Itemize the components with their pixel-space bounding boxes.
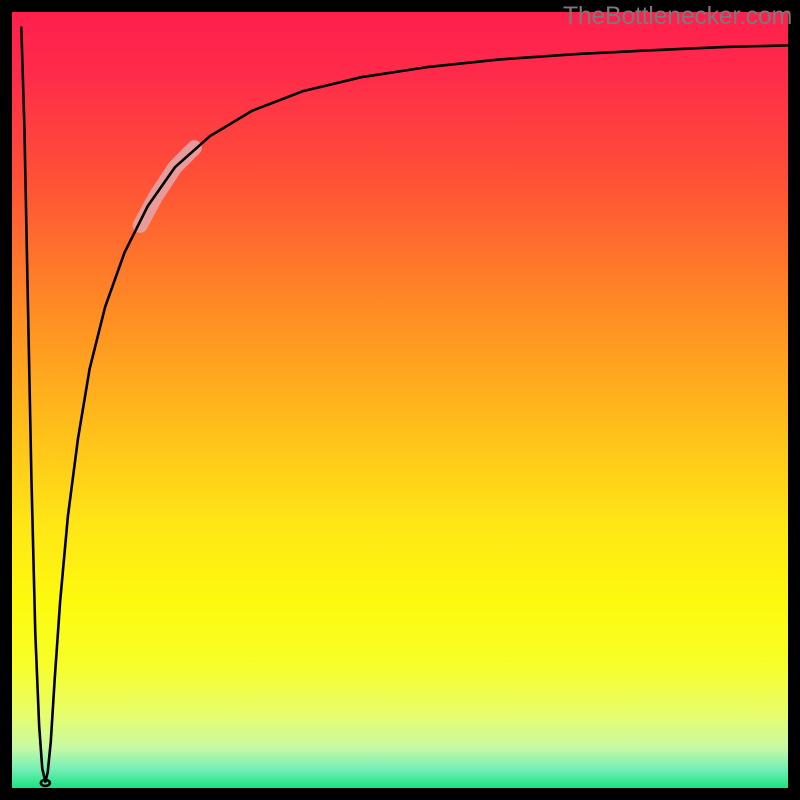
highlight-segment-path	[140, 148, 194, 226]
plot-outer	[0, 0, 800, 800]
curve-svg-layer	[0, 0, 800, 800]
highlight-segment	[140, 148, 194, 226]
main-curve	[21, 28, 788, 782]
frame-border-right	[788, 0, 800, 800]
attribution-watermark: TheBottlenecker.com	[563, 2, 792, 31]
main-curve-path	[21, 28, 788, 782]
frame-border-bottom	[0, 788, 800, 800]
chart-frame: TheBottlenecker.com	[0, 0, 800, 800]
frame-border-left	[0, 0, 12, 800]
